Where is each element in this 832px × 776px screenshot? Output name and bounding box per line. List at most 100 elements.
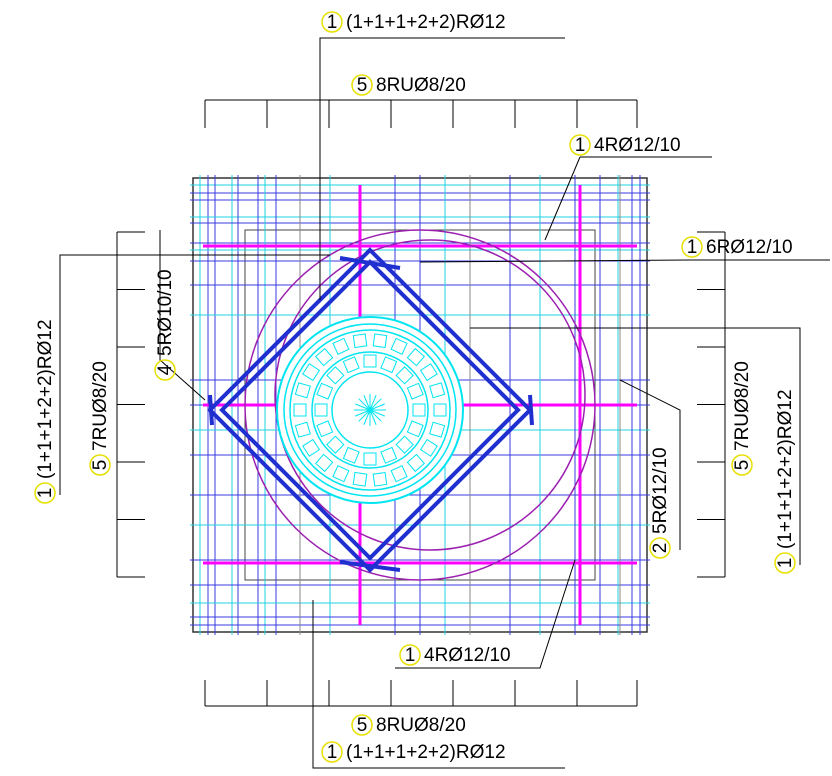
ray	[369, 403, 385, 411]
cell	[342, 356, 360, 374]
label-text: 7RUØ8/20	[732, 361, 753, 451]
label-text: (1+1+1+2+2)RØ12	[346, 742, 506, 763]
mark-number: 2	[650, 543, 671, 554]
ray	[355, 409, 371, 417]
mark-circle	[774, 552, 796, 574]
mark-number: 1	[775, 558, 796, 569]
mark-number: 1	[575, 135, 586, 156]
cell	[314, 403, 328, 417]
column	[289, 329, 451, 491]
label-text: 5RØ10/10	[155, 269, 176, 356]
mark-number: 5	[732, 460, 753, 471]
mark-number: 1	[327, 12, 338, 33]
cell	[302, 363, 321, 382]
label: 1 6RØ12/10	[681, 236, 793, 258]
mark-circle	[731, 454, 753, 476]
cell	[419, 363, 438, 382]
mark-number: 1	[687, 237, 698, 258]
mark-circle	[89, 454, 111, 476]
ray	[369, 398, 382, 411]
stirrup	[219, 259, 521, 561]
label: 1 (1+1+1+2+2)RØ12	[321, 741, 506, 763]
cell	[326, 366, 345, 385]
cell	[314, 347, 334, 367]
label: 5 8RUØ8/20	[351, 714, 466, 736]
cell	[363, 354, 377, 368]
cell	[314, 453, 334, 473]
ray	[369, 409, 385, 417]
label-text: 7RUØ8/20	[90, 361, 111, 451]
column	[311, 351, 429, 469]
mark-circle	[681, 236, 703, 258]
label: 2 5RØ12/10	[649, 447, 671, 559]
rebar-plan	[117, 100, 725, 706]
cell	[372, 471, 388, 487]
mark-circle	[351, 714, 373, 736]
spiral	[274, 239, 586, 551]
label-text: 4RØ12/10	[594, 135, 681, 156]
label-text: 8RUØ8/20	[376, 715, 466, 736]
hook	[339, 560, 401, 572]
mark-circle	[34, 482, 56, 504]
cell	[429, 382, 446, 399]
label-text: 6RØ12/10	[706, 237, 793, 258]
ray	[369, 395, 377, 411]
mark-circle	[351, 74, 373, 96]
cell	[419, 438, 438, 457]
cell	[294, 421, 311, 438]
cell	[316, 420, 334, 438]
mark-circle	[321, 741, 343, 763]
mark-circle	[569, 134, 591, 156]
cell	[412, 403, 426, 417]
cell	[395, 366, 414, 385]
cell	[380, 356, 398, 374]
mark-number: 1	[405, 645, 416, 666]
label: 4 5RØ10/10	[154, 269, 176, 381]
label: 1 (1+1+1+2+2)RØ12	[321, 11, 506, 33]
cell	[390, 337, 408, 355]
cell	[332, 337, 350, 355]
cell	[406, 382, 424, 400]
mark-number: 1	[35, 488, 56, 499]
label: 1 4RØ12/10	[569, 134, 681, 156]
ray	[369, 409, 382, 422]
cell	[294, 382, 311, 399]
label-text: 4RØ12/10	[424, 645, 511, 666]
label-text: (1+1+1+2+2)RØ12	[775, 389, 796, 549]
mark-number: 5	[357, 75, 368, 96]
hook	[528, 394, 534, 426]
column	[283, 323, 457, 497]
cell	[342, 446, 360, 464]
spiral	[244, 229, 596, 581]
label-text: (1+1+1+2+2)RØ12	[346, 12, 506, 33]
label: 5 8RUØ8/20	[351, 74, 466, 96]
label: 5 7RUØ8/20	[731, 361, 753, 476]
cell	[406, 453, 426, 473]
ray	[358, 409, 371, 422]
ray	[369, 409, 377, 425]
ray	[363, 409, 371, 425]
cell	[380, 446, 398, 464]
cell	[352, 471, 368, 487]
cell	[293, 403, 307, 417]
label: 1 (1+1+1+2+2)RØ12	[34, 319, 56, 504]
mark-number: 1	[327, 742, 338, 763]
ray	[358, 398, 371, 411]
leaders	[59, 37, 830, 769]
mark-circle	[154, 359, 176, 381]
cell	[390, 465, 408, 483]
mark-circle	[321, 11, 343, 33]
label-text: 8RUØ8/20	[376, 75, 466, 96]
column	[331, 371, 409, 449]
cell	[302, 438, 321, 457]
label-text: (1+1+1+2+2)RØ12	[35, 319, 56, 479]
cell	[372, 333, 388, 349]
cell	[429, 421, 446, 438]
mark-number: 4	[155, 364, 176, 375]
cell	[352, 333, 368, 349]
label-text: 5RØ12/10	[650, 447, 671, 534]
mark-circle	[649, 537, 671, 559]
cell	[406, 347, 426, 367]
stirrup	[207, 247, 533, 573]
